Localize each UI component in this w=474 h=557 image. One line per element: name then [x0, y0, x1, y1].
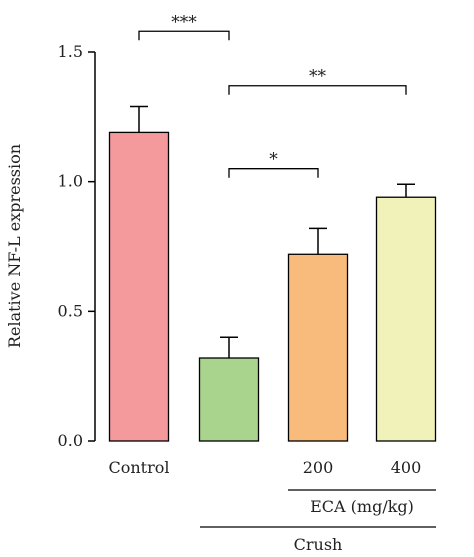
significance-bracket	[138, 30, 230, 41]
bars	[108, 131, 437, 442]
y-tick-label: 1.0	[58, 172, 83, 191]
bar	[108, 131, 170, 442]
x-tick-label: 200	[303, 458, 334, 477]
significance-bracket	[228, 85, 407, 95]
significance-label: *	[269, 150, 278, 170]
bar	[287, 253, 349, 442]
error-bars	[130, 105, 415, 359]
y-axis-title: Relative NF-L expression	[5, 144, 24, 348]
bar	[375, 196, 437, 442]
significance-label: ***	[171, 12, 197, 32]
y-axis: 0.0 0.5 1.0 1.5	[58, 42, 96, 450]
y-tick-label: 1.5	[58, 42, 83, 61]
x-tick-label: 400	[391, 458, 422, 477]
group-label: ECA (mg/kg)	[310, 497, 414, 516]
significance-bracket	[228, 168, 319, 178]
y-tick-label: 0.5	[58, 301, 83, 320]
bar	[198, 357, 260, 442]
group-labels: ECA (mg/kg) Crush	[200, 489, 436, 554]
y-tick-label: 0.0	[58, 431, 83, 450]
x-axis-labels: Control 200 400	[108, 458, 421, 477]
significance-brackets: ******	[138, 12, 407, 178]
significance-label: **	[309, 67, 327, 87]
x-tick-label: Control	[108, 458, 169, 477]
group-label: Crush	[294, 535, 343, 554]
